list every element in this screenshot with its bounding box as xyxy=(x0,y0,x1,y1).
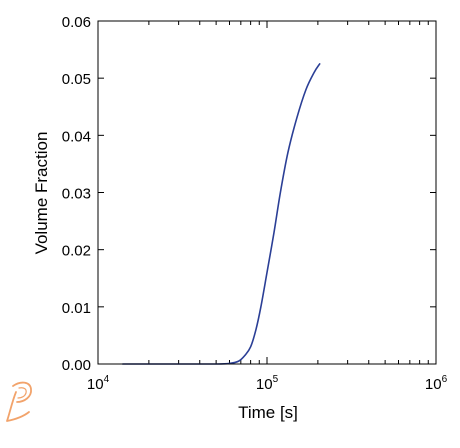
plot-frame xyxy=(97,20,437,365)
y-tick-label: 0.05 xyxy=(62,71,91,88)
series-line xyxy=(121,63,321,365)
logo-stroke-outer xyxy=(6,381,32,422)
x-tick-label-exponent: 5 xyxy=(273,374,279,385)
x-tick-label-exponent: 6 xyxy=(442,374,448,385)
x-axis-label: Time [s] xyxy=(238,403,298,422)
y-tick-label: 0.06 xyxy=(62,14,91,31)
x-tick-label-base: 10 xyxy=(425,376,442,393)
y-tick-label: 0.00 xyxy=(62,357,91,374)
thermo-calc-logo-icon xyxy=(6,381,32,422)
x-tick-label: 104 xyxy=(87,374,110,393)
y-axis-label: Volume Fraction xyxy=(32,132,51,255)
x-tick-label: 105 xyxy=(256,374,279,393)
series-layer xyxy=(121,63,321,365)
x-tick-label-base: 10 xyxy=(256,376,273,393)
x-tick-label-exponent: 4 xyxy=(104,374,110,385)
y-tick-label: 0.03 xyxy=(62,186,91,203)
y-tick-label: 0.02 xyxy=(62,243,91,260)
x-tick-label-base: 10 xyxy=(87,376,104,393)
logo-stroke-inner xyxy=(17,387,27,399)
y-tick-label: 0.01 xyxy=(62,300,91,317)
x-tick-label: 106 xyxy=(425,374,448,393)
y-tick-label: 0.04 xyxy=(62,128,91,145)
